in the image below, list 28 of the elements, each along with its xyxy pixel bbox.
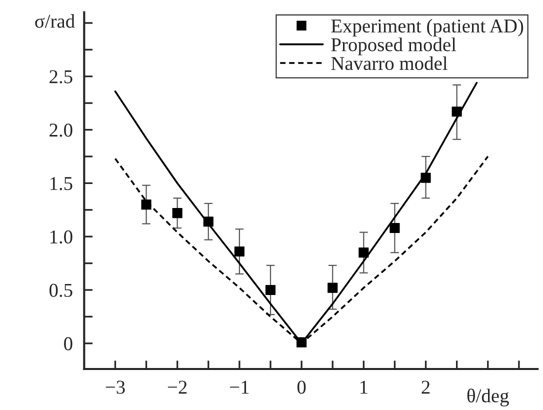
point [328, 282, 338, 293]
y-tick-label: 1.5 [50, 177, 72, 190]
x-tick-label: −1 [230, 380, 249, 394]
point [296, 337, 307, 348]
point [172, 208, 182, 218]
y-tick-label: 2.0 [50, 124, 72, 137]
x-tick-label: 0 [297, 380, 306, 394]
y-axis-title: σ/rad [35, 14, 75, 28]
y-tick-label: 2.5 [50, 70, 72, 84]
point [452, 106, 462, 117]
legend-label: Proposed model [331, 38, 456, 56]
y-tick-label: 0 [64, 337, 72, 350]
x-tick-label: 2 [422, 380, 430, 394]
x-tick-label: −3 [106, 380, 125, 394]
legend-label: Experiment (patient AD) [331, 18, 524, 37]
legend-label: Navarro model [331, 56, 448, 70]
point [390, 222, 400, 234]
point [265, 284, 276, 296]
y-tick-label: 1.0 [50, 230, 72, 244]
point [234, 246, 244, 257]
x-tick-label: −2 [168, 380, 187, 394]
x-axis-title: θ/deg [467, 388, 509, 406]
y-tick-label: 0.5 [49, 284, 72, 297]
point [420, 172, 431, 183]
point [358, 248, 369, 258]
point [203, 216, 214, 227]
point [141, 200, 152, 210]
x-tick-label: 1 [360, 380, 368, 394]
